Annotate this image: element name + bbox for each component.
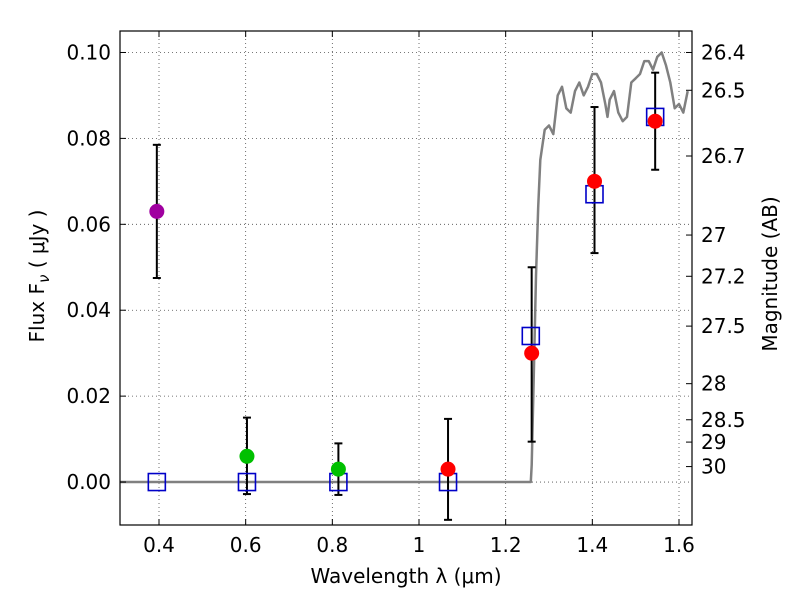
y2-tick-label: 28.5: [701, 408, 746, 432]
y-tick-label: 0.00: [66, 470, 111, 494]
y-tick-label: 0.04: [66, 298, 111, 322]
observed-point: [239, 448, 255, 464]
y-tick-label: 0.02: [66, 384, 111, 408]
y-tick-label: 0.08: [66, 126, 111, 150]
plot-frame: [119, 30, 693, 526]
model-square-marker: [521, 326, 541, 346]
observed-point: [647, 113, 663, 129]
x-tick-label: 1.4: [576, 533, 608, 557]
x-tick-label: 1.6: [663, 533, 695, 557]
y2-tick-label: 30: [701, 455, 726, 479]
model-sed: [120, 51, 689, 484]
model-points: [147, 107, 665, 492]
observed-point: [524, 345, 540, 361]
model-square-marker: [237, 472, 257, 492]
y2-tick-label: 26.5: [701, 78, 746, 102]
x-tick-label: 0.4: [143, 533, 175, 557]
model-sed-line: [120, 51, 689, 484]
y-axis-label-unit: ( μJy ): [25, 210, 49, 275]
model-square-marker: [147, 472, 167, 492]
y2-tick-label: 26.7: [701, 144, 746, 168]
x-tick-label: 0.8: [316, 533, 348, 557]
error-bars: [152, 71, 660, 521]
x-tick-label: 1.2: [490, 533, 522, 557]
grid: [120, 31, 692, 525]
x-tick-label: 0.6: [230, 533, 262, 557]
y-axis-label-main: Flux F: [25, 283, 49, 342]
y2-axis-label: Magnitude (AB): [758, 196, 782, 351]
observed-point: [440, 461, 456, 477]
y2-tick-label: 27.5: [701, 314, 746, 338]
y2-tick-label: 27: [701, 223, 726, 247]
y2-tick-label: 27.2: [701, 264, 746, 288]
y-axis-label: Flux Fν ( μJy ): [25, 210, 53, 343]
y-tick-label: 0.06: [66, 212, 111, 236]
y2-tick-label: 26.4: [701, 40, 746, 64]
y-axis-label-sub: ν: [35, 275, 53, 283]
y-tick-label: 0.10: [66, 40, 111, 64]
ticks: 0.4 0.6 0.8 1 1.2 1.4 1.6 0.00 0.02 0.04 0.06 0.08 0…: [66, 31, 746, 557]
x-tick-label: 1: [413, 533, 426, 557]
x-axis-label: Wavelength λ (μm): [310, 564, 501, 588]
observed-point: [330, 461, 346, 477]
y2-tick-label: 28: [701, 372, 726, 396]
observed-points: [149, 113, 663, 477]
observed-point: [587, 173, 602, 189]
observed-point: [149, 203, 165, 219]
y2-tick-label: 29: [701, 430, 726, 454]
